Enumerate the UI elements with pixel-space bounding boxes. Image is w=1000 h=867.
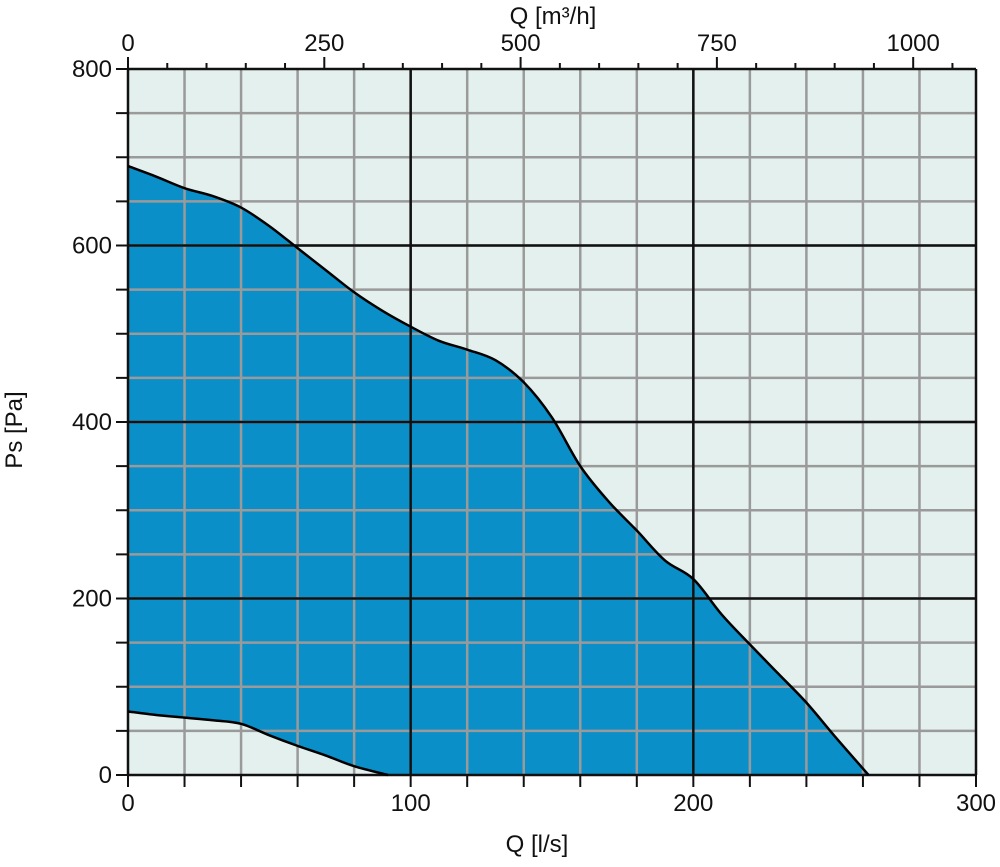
x2-axis-title: Q [m³/h] [510,3,597,30]
x-tick-label: 0 [121,790,134,817]
x-tick-label: 100 [391,790,431,817]
y-tick-label: 200 [72,586,112,613]
axis-tick-labels: 0 100 200 300 0 250 500 750 1000 0 200 400 600 800 [72,30,996,817]
y-tick-label: 0 [99,762,112,789]
x-tick-label: 300 [956,790,996,817]
x-tick-label: 200 [673,790,713,817]
operating-area-fill [128,166,869,775]
x2-tick-label: 750 [697,30,737,57]
x-axis-title: Q [l/s] [506,831,569,858]
x2-tick-label: 250 [304,30,344,57]
y-tick-label: 600 [72,233,112,260]
x2-tick-label: 0 [121,30,134,57]
lower-curve-line [127,710,389,777]
x2-tick-label: 1000 [886,30,939,57]
y-axis-title: Ps [Pa] [1,391,28,468]
y-tick-label: 800 [72,56,112,83]
y-tick-label: 400 [72,409,112,436]
axis-ticks [116,57,977,787]
upper-curve-line [127,164,870,776]
x2-tick-label: 500 [501,30,541,57]
